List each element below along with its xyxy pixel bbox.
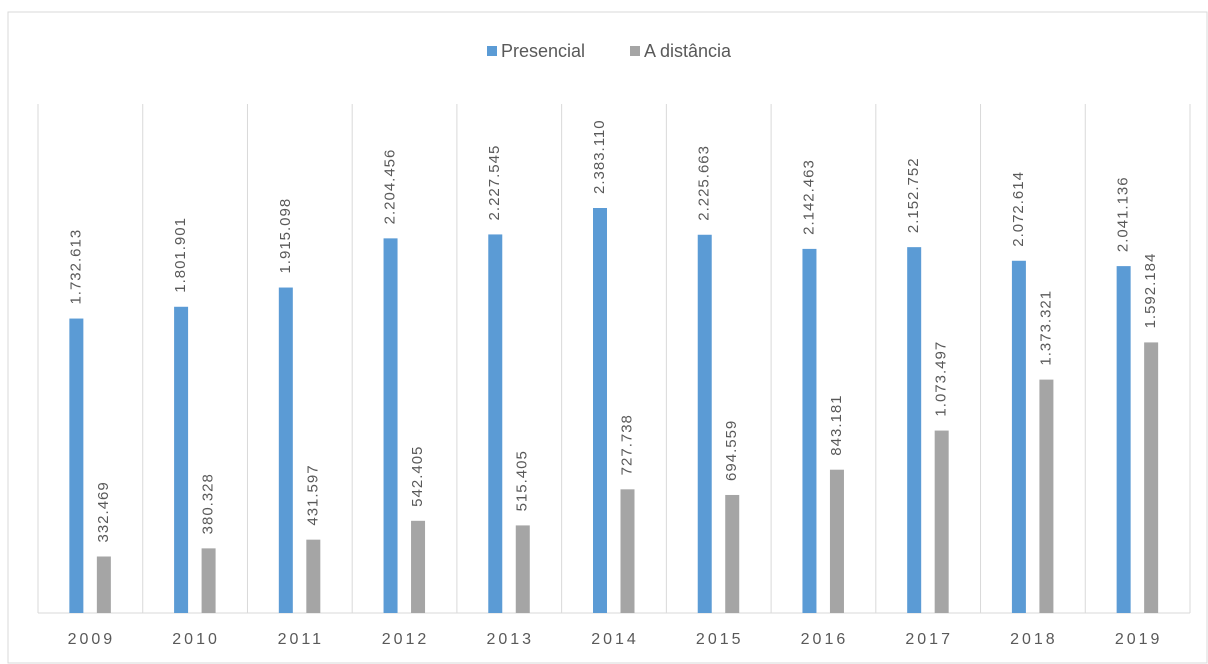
- bar: [725, 494, 740, 613]
- data-label: 727.738: [618, 414, 635, 475]
- bar: [934, 430, 949, 613]
- x-tick-label: 2014: [591, 631, 639, 648]
- x-tick-label: 2009: [68, 631, 116, 648]
- data-label: 2.152.752: [905, 157, 922, 233]
- bar: [278, 287, 293, 613]
- data-label: 2.383.110: [591, 119, 608, 194]
- x-tick-label: 2011: [278, 631, 324, 648]
- legend-label: A distância: [644, 41, 732, 61]
- data-label: 1.073.497: [933, 341, 950, 417]
- legend-swatch: [487, 46, 497, 56]
- x-tick-label: 2015: [696, 631, 744, 648]
- bar: [515, 525, 530, 613]
- bar: [411, 520, 426, 613]
- data-label: 2.227.545: [486, 145, 503, 221]
- x-tick-label: 2010: [172, 631, 220, 648]
- bar: [96, 556, 111, 613]
- bar: [697, 234, 712, 613]
- data-label: 1.732.613: [67, 229, 84, 305]
- bar: [1011, 260, 1026, 613]
- data-label: 843.181: [828, 394, 845, 455]
- data-label: 515.405: [514, 450, 531, 511]
- legend-swatch: [630, 46, 640, 56]
- bar: [383, 238, 398, 614]
- x-tick-label: 2013: [486, 631, 534, 648]
- bar: [1144, 342, 1159, 613]
- bar: [174, 306, 189, 613]
- data-label: 542.405: [409, 446, 426, 507]
- bar: [620, 489, 635, 613]
- legend-label: Presencial: [501, 41, 585, 61]
- data-label: 332.469: [95, 481, 112, 542]
- bar: [1116, 266, 1131, 613]
- data-label: 1.801.901: [172, 217, 189, 293]
- data-label: 2.204.456: [382, 149, 399, 225]
- data-label: 694.559: [723, 420, 740, 481]
- bar: [1039, 379, 1054, 613]
- chart-border: [7, 11, 1208, 664]
- data-label: 2.225.663: [696, 145, 713, 221]
- x-tick-label: 2018: [1010, 631, 1058, 648]
- data-label: 2.072.614: [1010, 171, 1027, 247]
- data-label: 1.915.098: [277, 198, 294, 274]
- bar: [907, 247, 922, 613]
- data-label: 431.597: [304, 464, 321, 525]
- bar: [488, 234, 503, 613]
- bar: [69, 318, 84, 613]
- data-label: 380.328: [200, 473, 217, 534]
- data-label: 2.142.463: [800, 159, 817, 235]
- data-label: 2.041.136: [1115, 176, 1132, 252]
- x-tick-label: 2019: [1115, 631, 1163, 648]
- x-tick-label: 2016: [801, 631, 849, 648]
- data-label: 1.373.321: [1037, 290, 1054, 366]
- bar: [593, 208, 607, 613]
- bar: [802, 248, 817, 614]
- bar: [306, 539, 321, 613]
- bar: [829, 469, 844, 613]
- x-tick-label: 2012: [382, 631, 430, 648]
- bar: [201, 548, 216, 613]
- data-label: 1.592.184: [1142, 253, 1159, 329]
- x-tick-label: 2017: [905, 631, 953, 648]
